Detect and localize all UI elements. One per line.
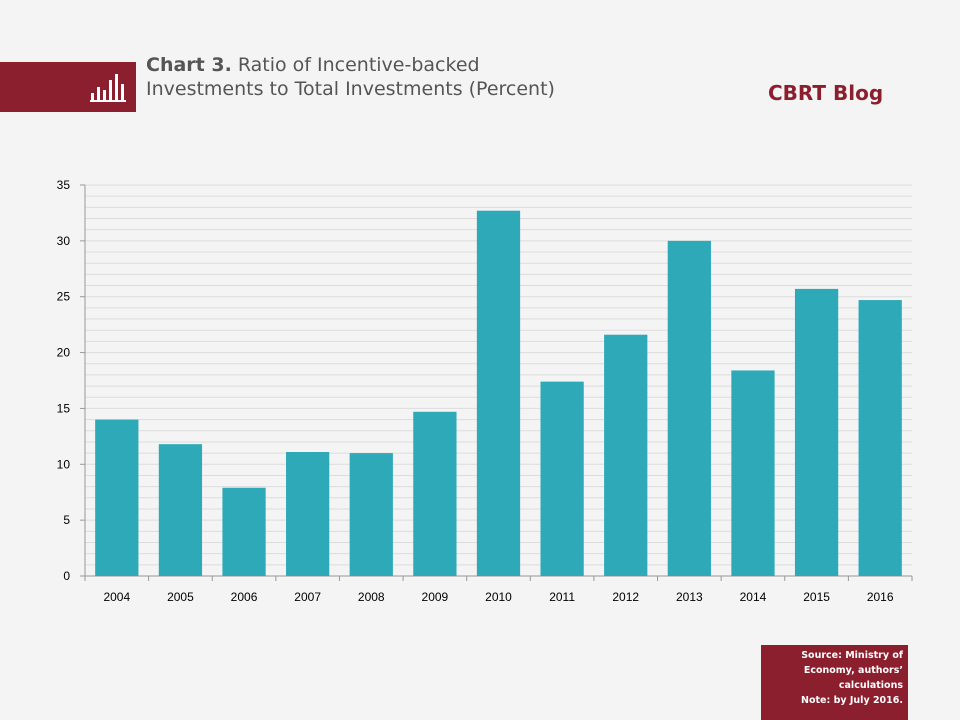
bar-2009 [413,411,457,576]
bar-2008 [349,453,393,576]
chart-title-bold: Chart 3. [146,54,232,76]
y-tick-label: 15 [57,401,71,415]
x-tick-label: 2008 [358,590,385,604]
x-tick-label: 2007 [294,590,321,604]
tick-labels: 0 5 10 15 20 25 30 35 2004 2005 2006 2007 2008 2009 20… [57,178,894,604]
bar-2010 [476,210,521,577]
x-tick-label: 2006 [231,590,258,604]
source-line-1: Source: Ministry of [801,650,903,661]
header-band [0,62,136,112]
bar-2011 [540,381,584,576]
bar-2012 [604,334,648,576]
chart-title: Chart 3. Ratio of Incentive-backed Inves… [146,53,566,101]
x-tick-label: 2010 [485,590,512,604]
x-tick-label: 2012 [612,590,639,604]
bar-2014 [731,370,775,576]
note-line: Note: by July 2016. [801,695,903,706]
bar-2015 [794,288,839,576]
chart-title-text: Ratio of Incentive-backed Investments to… [146,54,555,100]
x-tick-label: 2005 [167,590,194,604]
y-tick-label: 20 [57,346,71,360]
source-line-2: Economy, authors’ [803,665,903,676]
x-tick-label: 2011 [549,590,575,604]
x-tick-label: 2004 [103,590,130,604]
bars [95,210,902,577]
bar-2004 [95,419,139,576]
bar-2013 [667,240,711,576]
bar-2016 [858,300,902,576]
source-line-3: calculations [838,680,903,691]
x-tick-label: 2009 [422,590,449,604]
bar-2007 [286,451,330,576]
x-tick-label: 2015 [803,590,830,604]
source-note-box: Source: Ministry of Economy, authors’ ca… [761,645,908,720]
x-tick-label: 2016 [867,590,894,604]
bar-2005 [158,444,203,576]
y-tick-label: 35 [57,178,71,192]
y-tick-label: 0 [63,569,70,583]
bar-2006 [222,487,266,576]
x-tick-label: 2014 [740,590,767,604]
y-tick-label: 30 [57,234,71,248]
y-tick-label: 5 [63,513,70,527]
y-tick-label: 25 [57,290,71,304]
bar-chart-icon [90,74,126,102]
blog-name: CBRT Blog [768,81,884,105]
y-tick-label: 10 [57,457,71,471]
x-tick-label: 2013 [676,590,703,604]
